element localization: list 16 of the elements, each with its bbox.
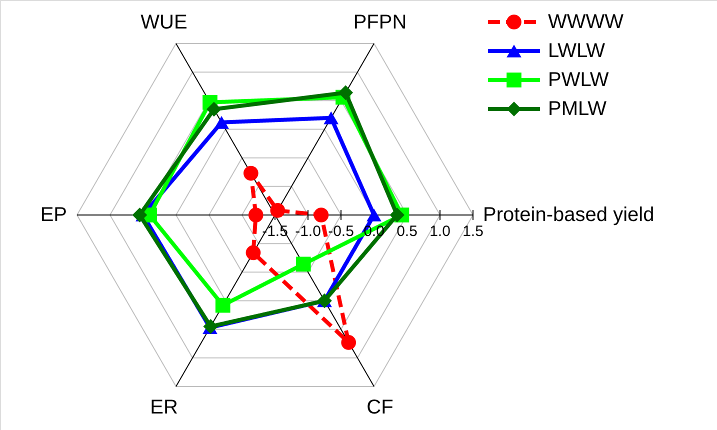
legend-label: PWLW: [548, 69, 609, 91]
spoke-label: WUE: [140, 12, 188, 34]
legend-label: LWLW: [548, 40, 606, 62]
spoke-label: ER: [150, 396, 178, 418]
y-tick-label: 1.5: [462, 223, 484, 240]
y-tick-label: -0.5: [328, 223, 354, 240]
y-tick-label: 0.0: [364, 223, 384, 240]
spoke-label: EP: [40, 204, 67, 226]
spoke-label: CF: [366, 396, 394, 418]
y-tick-label: 0.5: [396, 223, 418, 240]
spoke-label: Protein-based yield: [483, 204, 654, 226]
spoke-label: PFPN: [353, 12, 407, 34]
y-tick-label: -1.0: [295, 223, 321, 240]
legend-label: WWWW: [548, 11, 624, 33]
legend-label: PMLW: [548, 98, 607, 120]
y-tick-label: 1.0: [430, 223, 450, 240]
